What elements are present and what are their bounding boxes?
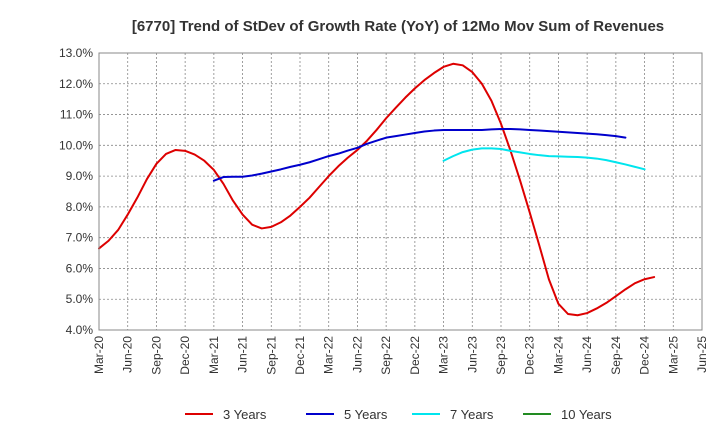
x-tick-label: Dec-24	[638, 336, 652, 375]
y-tick-label: 4.0%	[66, 323, 94, 337]
y-tick-label: 13.0%	[59, 46, 93, 60]
legend-label-5-years: 5 Years	[344, 407, 388, 422]
x-tick-label: Jun-20	[121, 336, 135, 373]
series-line-5-years	[212, 128, 627, 182]
legend-label-3-years: 3 Years	[223, 407, 267, 422]
x-tick-label: Mar-22	[322, 336, 336, 374]
legend: 3 Years 5 Years 7 Years 10 Years	[185, 407, 612, 422]
series-lines	[98, 62, 656, 317]
legend-label-10-years: 10 Years	[561, 407, 612, 422]
x-tick-label: Sep-20	[149, 336, 163, 375]
x-tick-label: Mar-24	[551, 336, 565, 374]
x-tick-label: Dec-23	[523, 336, 537, 375]
x-tick-label: Jun-25	[695, 336, 709, 373]
y-tick-label: 12.0%	[59, 77, 93, 91]
y-axis-ticks: 4.0% 5.0% 6.0% 7.0% 8.0% 9.0% 10.0% 11.0% 12.0% 1…	[59, 46, 93, 337]
plot-area	[98, 52, 703, 331]
y-tick-label: 9.0%	[66, 169, 94, 183]
x-tick-label: Sep-22	[379, 336, 393, 375]
x-tick-label: Sep-23	[494, 336, 508, 375]
x-tick-label: Sep-21	[264, 336, 278, 375]
x-tick-label: Mar-25	[666, 336, 680, 374]
chart-title: [6770] Trend of StDev of Growth Rate (Yo…	[132, 18, 664, 35]
x-tick-label: Mar-20	[92, 336, 106, 374]
x-tick-label: Mar-23	[437, 336, 451, 374]
series-line-7-years	[442, 147, 646, 171]
x-tick-label: Sep-24	[609, 336, 623, 375]
legend-label-7-years: 7 Years	[450, 407, 494, 422]
y-tick-label: 11.0%	[60, 108, 93, 122]
x-tick-label: Jun-21	[236, 336, 250, 373]
x-axis-ticks: Mar-20 Jun-20 Sep-20 Dec-20 Mar-21 Jun-21 Sep-…	[92, 336, 709, 375]
y-tick-label: 7.0%	[66, 231, 94, 245]
x-tick-label: Jun-23	[465, 336, 479, 373]
series-line-3-years	[98, 62, 656, 317]
y-tick-label: 10.0%	[59, 138, 93, 152]
grid	[99, 53, 702, 330]
x-tick-label: Jun-22	[350, 336, 364, 373]
x-tick-label: Jun-24	[580, 336, 594, 373]
y-tick-label: 8.0%	[66, 200, 94, 214]
x-tick-label: Dec-20	[178, 336, 192, 375]
x-tick-label: Dec-22	[408, 336, 422, 375]
y-tick-label: 6.0%	[66, 261, 94, 275]
x-tick-label: Dec-21	[293, 336, 307, 375]
y-tick-label: 5.0%	[66, 292, 94, 306]
x-tick-label: Mar-21	[207, 336, 221, 374]
